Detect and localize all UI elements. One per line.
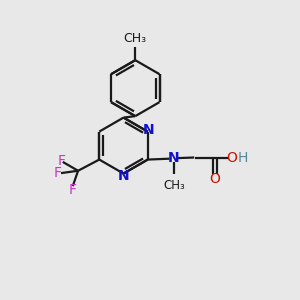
Text: H: H [237,151,248,164]
Text: N: N [118,169,129,183]
Text: N: N [168,151,179,165]
Text: CH₃: CH₃ [124,32,147,45]
Text: O: O [226,151,237,164]
Text: F: F [69,183,77,197]
Text: F: F [58,154,66,168]
Text: F: F [54,166,62,180]
Text: CH₃: CH₃ [163,179,185,192]
Text: O: O [209,172,220,186]
Text: N: N [143,122,154,136]
